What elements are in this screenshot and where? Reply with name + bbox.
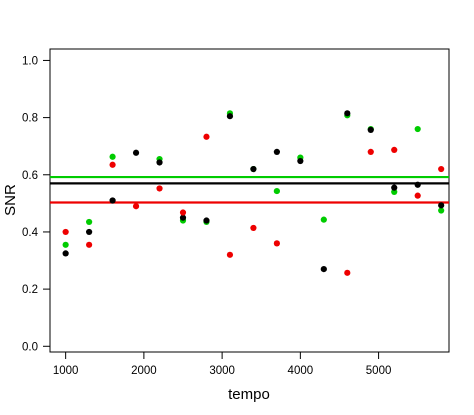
data-point (179, 209, 187, 216)
data-point (86, 218, 93, 226)
data-point (273, 187, 280, 195)
data-point (62, 250, 69, 257)
data-point (438, 207, 445, 214)
data-point (132, 149, 140, 156)
data-point (86, 228, 93, 236)
y-tick-label: 0.4 (22, 227, 39, 239)
mean-lines (50, 175, 449, 204)
y-tick-label: 0.0 (22, 341, 38, 353)
data-point (250, 165, 257, 173)
data-point (438, 165, 445, 173)
data-point (179, 214, 187, 221)
y-axis: 0.0 0.2 0.4 0.6 0.8 1.0 (22, 55, 50, 353)
data-point (109, 153, 116, 160)
data-point (320, 216, 327, 223)
data-point (391, 188, 398, 196)
x-axis-title: tempo (228, 386, 270, 403)
data-point (86, 241, 93, 248)
data-point (297, 157, 304, 165)
data-point (156, 159, 163, 166)
data-point (391, 184, 398, 191)
x-axis: 1000 2000 3000 4000 5000 (53, 352, 392, 377)
data-point (250, 224, 257, 232)
data-point (320, 266, 327, 273)
x-tick-label: 4000 (288, 365, 314, 377)
data-point (414, 125, 421, 133)
x-tick-label: 1000 (53, 365, 79, 377)
data-point (109, 197, 116, 204)
y-tick-label: 0.8 (22, 113, 38, 125)
data-point (414, 181, 421, 188)
data-point (203, 133, 210, 140)
data-point (367, 126, 374, 133)
data-point (414, 192, 421, 199)
x-tick-label: 5000 (366, 365, 392, 377)
data-point (62, 228, 69, 236)
y-tick-label: 0.2 (22, 284, 38, 296)
x-tick-label: 2000 (131, 365, 157, 377)
data-point (109, 161, 116, 168)
y-axis-title: SNR (2, 184, 19, 216)
y-tick-label: 0.6 (22, 170, 38, 182)
data-point (344, 269, 351, 276)
data-point (391, 146, 398, 154)
data-point (132, 203, 140, 210)
x-tick-label: 3000 (209, 365, 235, 377)
data-point (226, 113, 234, 120)
plot-frame (49, 48, 450, 353)
data-point (226, 251, 234, 258)
data-point (367, 148, 374, 156)
data-point (156, 185, 163, 192)
data-point (273, 148, 280, 156)
y-tick-label: 1.0 (22, 55, 38, 67)
data-point (438, 202, 445, 209)
data-point (62, 241, 69, 248)
data-point (273, 240, 280, 247)
data-point (203, 217, 210, 224)
data-point (344, 110, 351, 117)
data-points (62, 110, 445, 276)
